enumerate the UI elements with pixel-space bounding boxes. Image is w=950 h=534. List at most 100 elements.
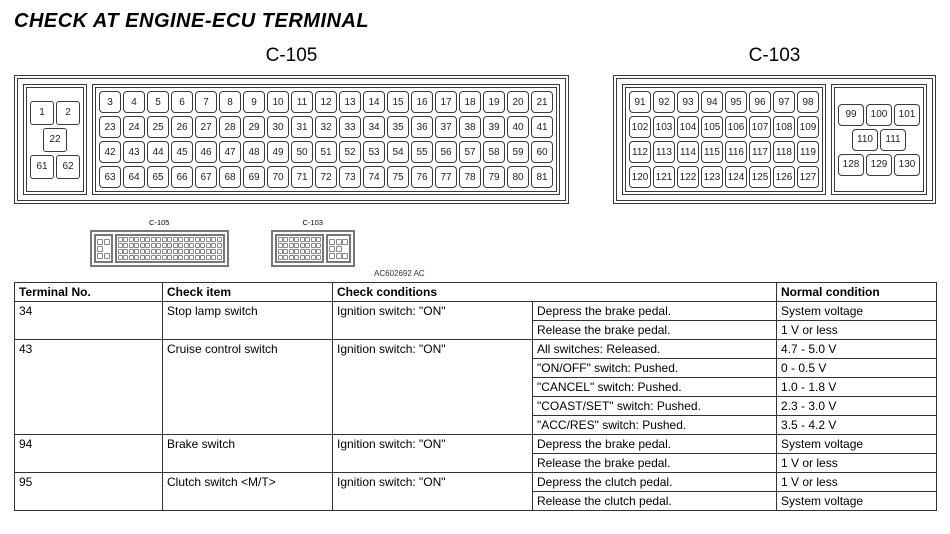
pin: 31 (291, 116, 313, 138)
pin: 58 (483, 141, 505, 163)
cell-condition-primary: Ignition switch: "ON" (333, 302, 533, 340)
pin: 78 (459, 166, 481, 188)
pin: 110 (852, 129, 878, 151)
cell-condition-detail: "ACC/RES" switch: Pushed. (533, 416, 777, 435)
cell-check-item: Clutch switch <M/T> (163, 473, 333, 511)
pin: 72 (315, 166, 337, 188)
pin: 1 (30, 101, 54, 125)
pin: 124 (725, 166, 747, 188)
pin: 44 (147, 141, 169, 163)
cell-condition-detail: Release the brake pedal. (533, 321, 777, 340)
pin: 11 (291, 91, 313, 113)
cell-normal: 0 - 0.5 V (777, 359, 937, 378)
th-normal-condition: Normal condition (777, 283, 937, 302)
pin: 96 (749, 91, 771, 113)
pin: 13 (339, 91, 361, 113)
mini-c105-label: C-105 (149, 218, 169, 227)
pin: 64 (123, 166, 145, 188)
pin: 17 (435, 91, 457, 113)
cell-check-item: Cruise control switch (163, 340, 333, 435)
pin: 35 (387, 116, 409, 138)
pin: 121 (653, 166, 675, 188)
pin: 60 (531, 141, 553, 163)
pin: 63 (99, 166, 121, 188)
cell-condition-detail: Depress the clutch pedal. (533, 473, 777, 492)
pin: 46 (195, 141, 217, 163)
cell-condition-detail: Release the brake pedal. (533, 454, 777, 473)
cell-normal: 1 V or less (777, 454, 937, 473)
table-header-row: Terminal No. Check item Check conditions… (15, 283, 937, 302)
pin: 40 (507, 116, 529, 138)
pin: 14 (363, 91, 385, 113)
pin: 125 (749, 166, 771, 188)
cell-condition-detail: Release the clutch pedal. (533, 492, 777, 511)
pin: 45 (171, 141, 193, 163)
connector-c105-label: C-105 (266, 45, 318, 67)
pin: 109 (797, 116, 819, 138)
pin: 119 (797, 141, 819, 163)
pin: 108 (773, 116, 795, 138)
pin: 29 (243, 116, 265, 138)
pin: 27 (195, 116, 217, 138)
table-row: 95Clutch switch <M/T>Ignition switch: "O… (15, 473, 937, 492)
pin: 6 (171, 91, 193, 113)
pin: 2 (56, 101, 80, 125)
pin: 19 (483, 91, 505, 113)
pin: 28 (219, 116, 241, 138)
pin: 42 (99, 141, 121, 163)
pin: 15 (387, 91, 409, 113)
pin: 104 (677, 116, 699, 138)
pin: 8 (219, 91, 241, 113)
connector-c103-label: C-103 (749, 45, 801, 67)
pin: 95 (725, 91, 747, 113)
pin: 65 (147, 166, 169, 188)
cell-check-item: Stop lamp switch (163, 302, 333, 340)
pin: 62 (56, 155, 80, 179)
pin: 130 (894, 154, 920, 176)
cell-normal: System voltage (777, 492, 937, 511)
pin: 32 (315, 116, 337, 138)
mini-thumbnails: C-105 C-103 (90, 218, 936, 267)
pin: 48 (243, 141, 265, 163)
cell-normal: 4.7 - 5.0 V (777, 340, 937, 359)
pin: 92 (653, 91, 675, 113)
connector-c103: C-103 9192939495969798102103104105106107… (613, 45, 936, 204)
pin: 100 (866, 104, 892, 126)
pin: 37 (435, 116, 457, 138)
pin: 54 (387, 141, 409, 163)
cell-terminal-no: 34 (15, 302, 163, 340)
pin: 123 (701, 166, 723, 188)
pin: 43 (123, 141, 145, 163)
cell-condition-primary: Ignition switch: "ON" (333, 435, 533, 473)
cell-normal: 2.3 - 3.0 V (777, 397, 937, 416)
cell-terminal-no: 94 (15, 435, 163, 473)
pin: 16 (411, 91, 433, 113)
pin: 114 (677, 141, 699, 163)
pin: 55 (411, 141, 433, 163)
pin: 67 (195, 166, 217, 188)
pin: 117 (749, 141, 771, 163)
cell-normal: System voltage (777, 435, 937, 454)
pin: 33 (339, 116, 361, 138)
cell-terminal-no: 43 (15, 340, 163, 435)
pin: 30 (267, 116, 289, 138)
pin: 127 (797, 166, 819, 188)
pin: 97 (773, 91, 795, 113)
pin: 74 (363, 166, 385, 188)
pin: 50 (291, 141, 313, 163)
pin: 129 (866, 154, 892, 176)
cell-condition-detail: Depress the brake pedal. (533, 435, 777, 454)
pin: 77 (435, 166, 457, 188)
pin: 118 (773, 141, 795, 163)
pin: 39 (483, 116, 505, 138)
pin: 70 (267, 166, 289, 188)
cell-normal: System voltage (777, 302, 937, 321)
connector-c105: C-105 1222616234567891011121314151617181… (14, 45, 569, 204)
pin: 75 (387, 166, 409, 188)
pin: 122 (677, 166, 699, 188)
pin: 128 (838, 154, 864, 176)
mini-c105: C-105 (90, 218, 229, 267)
cell-condition-primary: Ignition switch: "ON" (333, 340, 533, 435)
pin: 56 (435, 141, 457, 163)
mini-c103: C-103 (271, 218, 356, 267)
